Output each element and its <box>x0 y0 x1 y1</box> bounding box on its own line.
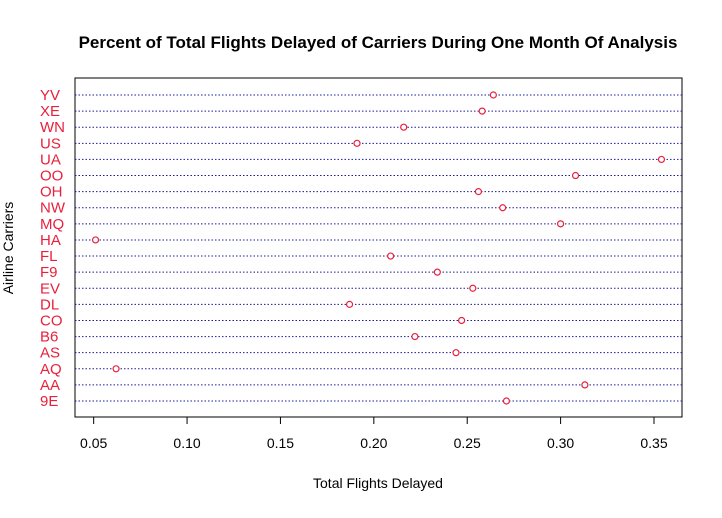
category-label-co: CO <box>40 312 63 329</box>
category-label-oo: OO <box>40 168 63 185</box>
y-axis-label: Airline Carriers <box>0 202 16 295</box>
data-point-f9 <box>433 268 441 276</box>
data-point-aa <box>581 381 589 389</box>
category-label-dl: DL <box>40 296 59 313</box>
data-point-mq <box>556 220 565 228</box>
category-label-f9: F9 <box>40 264 58 281</box>
category-label-ua: UA <box>40 151 61 168</box>
category-label-b6: B6 <box>40 329 58 346</box>
chart-title: Percent of Total Flights Delayed of Carr… <box>79 33 678 52</box>
x-tick-label: 0.15 <box>267 435 294 451</box>
data-point-yv <box>489 91 497 99</box>
category-label-aa: AA <box>40 377 60 394</box>
data-point-xe <box>478 107 486 115</box>
data-point-aq <box>112 365 120 373</box>
data-point-dl <box>345 300 354 308</box>
data-point-9e <box>502 397 511 405</box>
x-tick-label: 0.20 <box>360 435 387 451</box>
category-label-us: US <box>40 135 61 152</box>
data-point-nw <box>499 204 507 212</box>
x-tick-label: 0.05 <box>80 435 107 451</box>
data-point-b6 <box>411 332 419 341</box>
category-label-9e: 9E <box>40 393 58 410</box>
category-label-ev: EV <box>40 280 60 297</box>
category-label-aq: AQ <box>40 361 62 378</box>
category-label-xe: XE <box>40 103 60 120</box>
category-label-oh: OH <box>40 184 63 201</box>
category-label-nw: NW <box>40 200 66 217</box>
data-point-ha <box>91 236 100 244</box>
category-label-mq: MQ <box>40 216 64 233</box>
plot-frame <box>74 77 683 418</box>
data-point-oh <box>474 188 483 196</box>
data-point-us <box>353 139 361 147</box>
data-point-as <box>452 349 460 357</box>
x-tick-label: 0.25 <box>454 435 481 451</box>
category-label-yv: YV <box>40 87 60 104</box>
category-label-fl: FL <box>40 248 58 265</box>
grid-layer <box>75 94 682 402</box>
x-axis: 0.05 0.10 0.15 0.20 0.25 0.30 0.35 <box>80 416 668 451</box>
x-axis-label: Total Flights Delayed <box>313 475 443 491</box>
category-label-as: AS <box>40 345 60 362</box>
category-label-ha: HA <box>40 232 61 249</box>
category-label-wn: WN <box>40 119 65 136</box>
data-point-ua <box>657 155 666 164</box>
x-tick-label: 0.10 <box>173 435 200 451</box>
points-layer <box>91 91 666 405</box>
data-point-oo <box>571 171 580 180</box>
data-point-wn <box>400 123 408 131</box>
x-tick-label: 0.35 <box>640 435 667 451</box>
data-point-co <box>458 316 466 325</box>
data-point-ev <box>469 284 477 292</box>
x-tick-label: 0.30 <box>547 435 574 451</box>
data-point-fl <box>387 252 395 260</box>
